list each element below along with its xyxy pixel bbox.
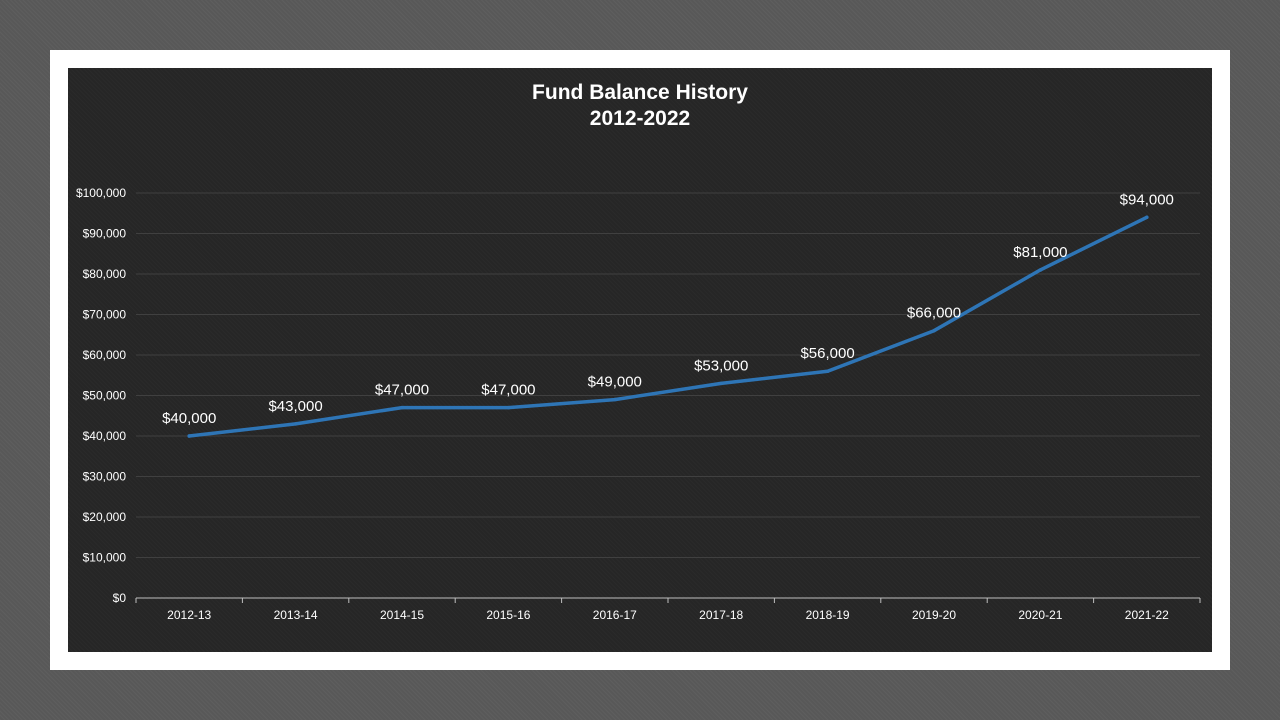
y-tick-label: $20,000	[83, 510, 127, 524]
data-point	[932, 328, 936, 333]
data-label: $53,000	[694, 357, 748, 374]
y-tick-label: $10,000	[83, 551, 127, 565]
data-label: $94,000	[1120, 191, 1174, 208]
data-label: $66,000	[907, 305, 961, 322]
data-label: $47,000	[481, 382, 535, 399]
y-tick-label: $0	[113, 591, 127, 605]
chart-title-line1: Fund Balance History	[532, 81, 748, 104]
x-tick-label: 2016-17	[593, 608, 637, 622]
chart-area: Fund Balance History 2012-2022 $0 $10,000…	[68, 68, 1212, 652]
data-point	[719, 381, 723, 386]
slide-frame: Fund Balance History 2012-2022 $0 $10,000…	[50, 50, 1230, 670]
data-point	[506, 405, 511, 410]
y-tick-label: $60,000	[83, 348, 127, 362]
x-tick-label: 2021-22	[1125, 608, 1169, 622]
x-tick-label: 2015-16	[486, 608, 530, 622]
data-point	[613, 397, 617, 402]
y-tick-label: $40,000	[83, 429, 127, 443]
chart-title-line2: 2012-2022	[589, 107, 691, 130]
data-point	[1145, 215, 1149, 220]
data-label: $49,000	[588, 374, 642, 391]
data-point	[400, 405, 404, 410]
y-tick-label: $100,000	[76, 186, 126, 200]
line-chart: $0 $10,000 $20,000 $30,000 $40,000 $50,000 $60…	[76, 186, 1201, 622]
data-label: $81,000	[1013, 244, 1067, 261]
data-point	[187, 434, 191, 438]
data-label: $47,000	[375, 382, 429, 399]
y-tick-label: $30,000	[83, 470, 127, 484]
data-point	[1038, 268, 1043, 272]
y-tick-label: $70,000	[83, 308, 127, 322]
y-tick-label: $50,000	[83, 389, 127, 403]
data-label: $40,000	[162, 410, 216, 427]
x-tick-label: 2020-21	[1018, 608, 1062, 622]
data-label: $56,000	[800, 345, 854, 362]
data-point	[293, 422, 298, 426]
x-tick-label: 2012-13	[167, 608, 211, 622]
x-tick-label: 2018-19	[806, 608, 850, 622]
data-label: $43,000	[268, 398, 322, 415]
x-tick-label: 2019-20	[912, 608, 956, 622]
series-line	[187, 215, 1149, 438]
x-tick-label: 2014-15	[380, 608, 424, 622]
chart-title: Fund Balance History 2012-2022	[68, 80, 1212, 132]
x-tick-label: 2017-18	[699, 608, 743, 622]
x-tick-label: 2013-14	[274, 608, 318, 622]
y-tick-label: $90,000	[83, 227, 127, 241]
y-tick-label: $80,000	[83, 267, 127, 281]
data-point	[825, 369, 830, 373]
